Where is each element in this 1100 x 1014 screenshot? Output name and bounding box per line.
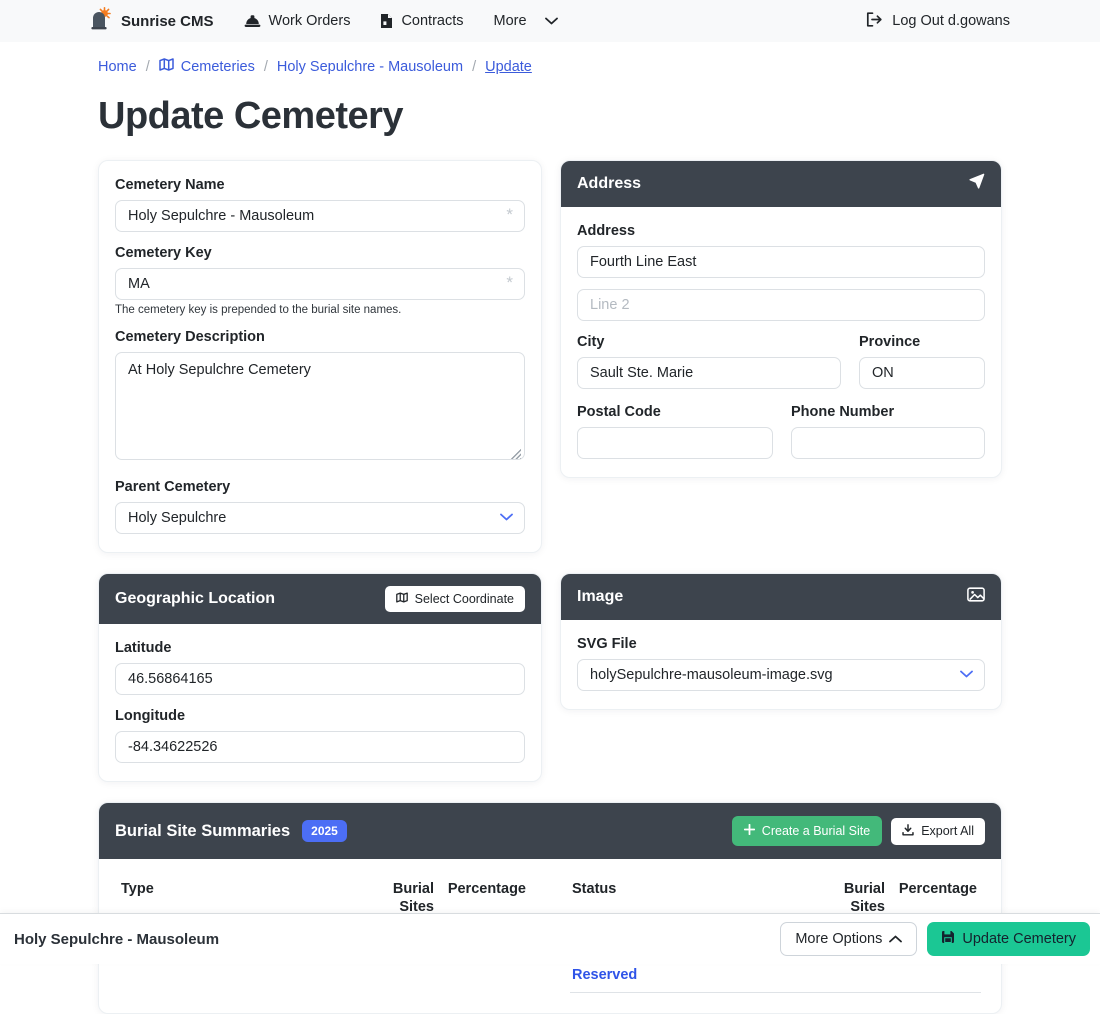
select-coordinate-label: Select Coordinate (414, 592, 514, 606)
longitude-input[interactable] (115, 731, 525, 763)
chevron-up-icon (889, 931, 903, 947)
phone-number-input[interactable] (791, 427, 985, 459)
logout-icon (866, 11, 883, 31)
download-icon (902, 823, 914, 839)
textarea-resize-handle[interactable] (510, 448, 521, 459)
image-card: Image SVG File holySepulchre-mausoleum-i… (560, 573, 1002, 710)
parent-cemetery-value: Holy Sepulchre (128, 510, 227, 526)
sticky-footer-bar: Holy Sepulchre - Mausoleum More Options … (0, 913, 1100, 964)
nav-contracts[interactable]: Contracts (380, 13, 464, 29)
more-options-button[interactable]: More Options (780, 922, 918, 956)
geographic-location-card: Geographic Location Select Coordinate La… (98, 573, 542, 782)
cemetery-description-label: Cemetery Description (115, 329, 265, 345)
svg-file-label: SVG File (577, 636, 637, 652)
footer-cemetery-name: Holy Sepulchre - Mausoleum (14, 930, 220, 948)
export-all-label: Export All (921, 824, 974, 838)
nav-more-label: More (493, 13, 527, 29)
save-floppy-icon (941, 930, 955, 948)
select-coordinate-button[interactable]: Select Coordinate (384, 586, 525, 612)
svg-file-select[interactable]: holySepulchre-mausoleum-image.svg (577, 659, 985, 691)
map-icon (158, 58, 174, 75)
image-card-title: Image (577, 588, 624, 605)
burial-site-summaries-title: Burial Site Summaries (115, 821, 291, 840)
cemetery-key-input[interactable] (115, 268, 525, 300)
postal-code-label: Postal Code (577, 404, 661, 420)
city-input[interactable] (577, 357, 841, 389)
address-label: Address (577, 223, 636, 239)
update-cemetery-button[interactable]: Update Cemetery (927, 922, 1090, 956)
hard-hat-icon (244, 14, 261, 29)
breadcrumb-cemetery-name-label: Holy Sepulchre - Mausoleum (276, 58, 464, 75)
page-title: Update Cemetery (98, 95, 404, 137)
postal-code-input[interactable] (577, 427, 773, 459)
cemetery-form-card: Cemetery Name * Cemetery Key * The cemet… (98, 160, 542, 553)
breadcrumb-home-label: Home (98, 58, 137, 75)
chevron-down-icon (544, 13, 558, 29)
cemetery-name-label: Cemetery Name (115, 177, 225, 193)
breadcrumb-cemeteries-label: Cemeteries (180, 58, 255, 75)
export-all-button[interactable]: Export All (891, 817, 985, 845)
address-line2-input[interactable] (577, 289, 985, 321)
address-line1-input[interactable] (577, 246, 985, 278)
map-pin-icon (395, 592, 408, 606)
cemetery-key-label: Cemetery Key (115, 245, 212, 261)
image-icon (967, 587, 985, 607)
geographic-location-title: Geographic Location (115, 590, 276, 607)
breadcrumb-update-label: Update (485, 58, 532, 75)
address-card-title: Address (577, 175, 642, 192)
phone-number-label: Phone Number (791, 404, 895, 420)
breadcrumb-cemetery-name[interactable]: Holy Sepulchre - Mausoleum (277, 59, 463, 75)
city-label: City (577, 334, 605, 350)
burial-site-summaries-card: Burial Site Summaries 2025 Create a Buri… (98, 802, 1002, 1014)
status-link[interactable]: Reserved (572, 967, 638, 983)
breadcrumb-separator: / (472, 58, 477, 75)
parent-cemetery-label: Parent Cemetery (115, 479, 231, 495)
breadcrumb-update[interactable]: Update (485, 59, 532, 75)
create-burial-site-label: Create a Burial Site (761, 824, 871, 838)
more-options-label: More Options (795, 931, 883, 947)
breadcrumb: Home / Cemeteries / Holy Sepulchre - Mau… (98, 42, 1002, 75)
chevron-down-icon (960, 670, 973, 678)
year-badge: 2025 (302, 820, 347, 842)
nav-work-orders[interactable]: Work Orders (244, 13, 351, 29)
create-burial-site-button[interactable]: Create a Burial Site (731, 816, 883, 846)
sunrise-logo-icon (88, 7, 112, 35)
nav-more-menu[interactable]: More (494, 13, 558, 29)
contract-file-icon (380, 13, 393, 29)
cemetery-description-textarea[interactable]: At Holy Sepulchre Cemetery (115, 352, 525, 460)
navigation-arrow-icon (968, 173, 985, 195)
nav-contracts-label: Contracts (401, 13, 464, 29)
breadcrumb-separator: / (145, 58, 150, 75)
cemetery-key-help-text: The cemetery key is prepended to the bur… (115, 304, 402, 316)
plus-icon (743, 823, 755, 838)
province-input[interactable] (859, 357, 985, 389)
chevron-down-icon (500, 513, 513, 521)
address-card: Address Address City (560, 160, 1002, 478)
latitude-input[interactable] (115, 663, 525, 695)
top-navbar: Sunrise CMS Work Orders Contracts More (0, 0, 1100, 42)
latitude-label: Latitude (115, 640, 172, 656)
province-label: Province (859, 334, 921, 350)
brand-sunrise-cms[interactable]: Sunrise CMS (88, 7, 214, 35)
cemetery-name-input[interactable] (115, 200, 525, 232)
brand-label: Sunrise CMS (121, 12, 214, 30)
svg-file-value: holySepulchre-mausoleum-image.svg (590, 667, 833, 683)
breadcrumb-cemeteries[interactable]: Cemeteries (158, 58, 255, 75)
parent-cemetery-select[interactable]: Holy Sepulchre (115, 502, 525, 534)
breadcrumb-home[interactable]: Home (98, 59, 137, 75)
logout-label: Log Out d.gowans (892, 13, 1010, 29)
logout-button[interactable]: Log Out d.gowans (866, 11, 1010, 31)
longitude-label: Longitude (115, 708, 186, 724)
update-cemetery-label: Update Cemetery (962, 931, 1076, 947)
nav-work-orders-label: Work Orders (268, 13, 351, 29)
breadcrumb-separator: / (263, 58, 268, 75)
